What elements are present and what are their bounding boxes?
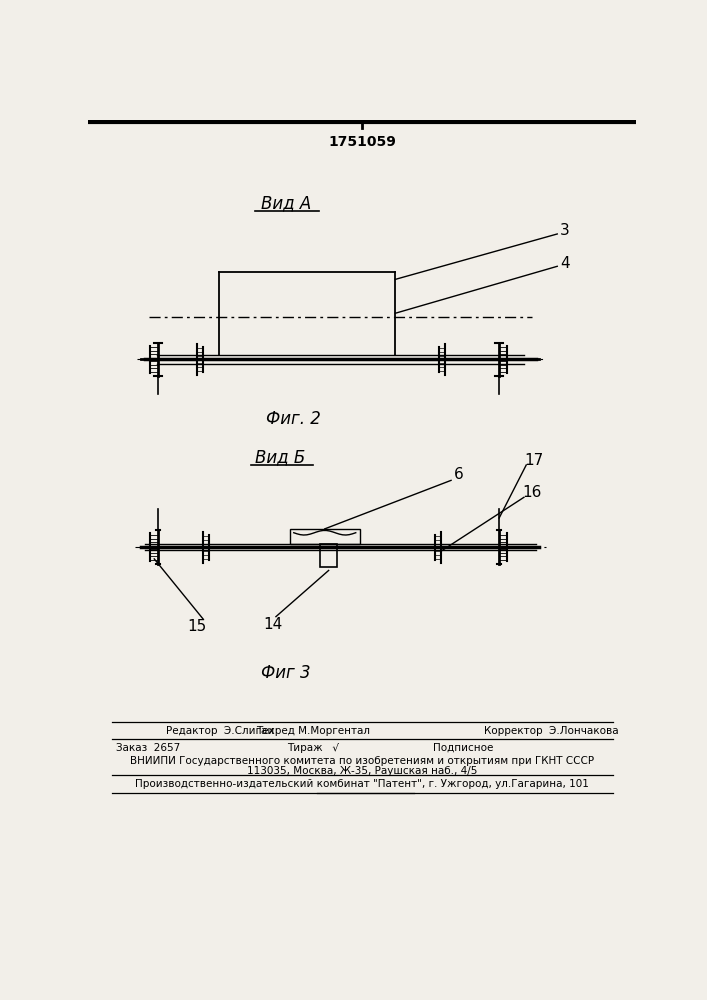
Text: Фиг. 2: Фиг. 2 bbox=[267, 410, 321, 428]
Text: 16: 16 bbox=[522, 485, 542, 500]
Text: Подписное: Подписное bbox=[433, 743, 493, 753]
Text: Корректор  Э.Лончакова: Корректор Э.Лончакова bbox=[484, 726, 618, 736]
Text: Редактор  Э.Слигаи: Редактор Э.Слигаи bbox=[166, 726, 274, 736]
Text: Вид А: Вид А bbox=[261, 194, 311, 212]
Bar bbox=[320, 544, 337, 567]
Text: 113035, Москва, Ж-35, Раушская наб., 4/5: 113035, Москва, Ж-35, Раушская наб., 4/5 bbox=[247, 766, 477, 776]
Text: Заказ  2657: Заказ 2657 bbox=[115, 743, 180, 753]
Text: 1751059: 1751059 bbox=[328, 135, 396, 149]
Text: 15: 15 bbox=[187, 619, 206, 634]
Text: 17: 17 bbox=[525, 453, 544, 468]
Text: 6: 6 bbox=[454, 467, 464, 482]
Text: 14: 14 bbox=[263, 617, 283, 632]
Text: 3: 3 bbox=[560, 223, 570, 238]
Text: 4: 4 bbox=[560, 256, 570, 271]
Bar bbox=[290, 529, 360, 544]
Text: Техред М.Моргентал: Техред М.Моргентал bbox=[256, 726, 370, 736]
Text: Тираж   √: Тираж √ bbox=[287, 743, 339, 753]
Text: ВНИИПИ Государственного комитета по изобретениям и открытиям при ГКНТ СССР: ВНИИПИ Государственного комитета по изоб… bbox=[130, 756, 594, 766]
Text: Вид Б: Вид Б bbox=[255, 448, 305, 466]
Text: Производственно-издательский комбинат "Патент", г. Ужгород, ул.Гагарина, 101: Производственно-издательский комбинат "П… bbox=[135, 779, 589, 789]
Text: Фиг 3: Фиг 3 bbox=[261, 664, 311, 682]
